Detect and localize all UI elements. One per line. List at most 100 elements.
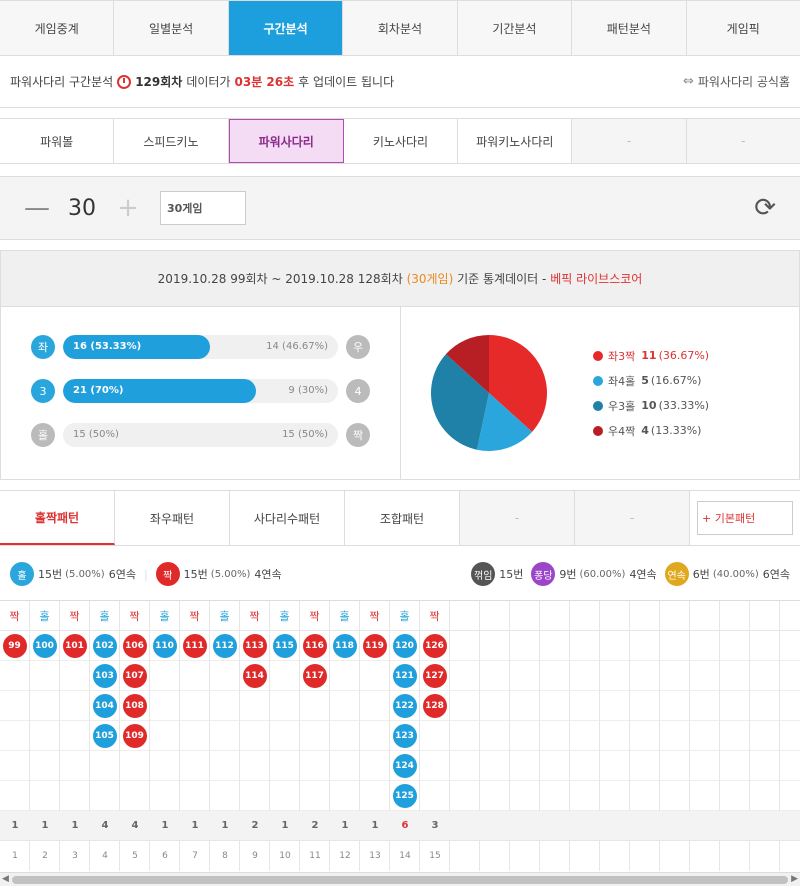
game-tab-5[interactable]: 파워키노사다리: [458, 119, 573, 163]
column-index: 4: [102, 851, 108, 861]
round-ball: 107: [122, 663, 147, 688]
top-tab-3[interactable]: 구간분석: [228, 1, 344, 55]
round-ball: 106: [122, 633, 147, 658]
official-link[interactable]: ⇔ 파워사다리 공식홈: [683, 73, 790, 90]
pattern-cell: [240, 721, 269, 751]
column-head: 홀: [90, 601, 119, 631]
pattern-tab-2[interactable]: 좌우패턴: [115, 491, 230, 545]
game-tab-4[interactable]: 키노사다리: [344, 119, 459, 163]
column-count: 1: [150, 811, 180, 841]
pattern-cell: 112: [210, 631, 239, 661]
pattern-tabs: 홀짝패턴 좌우패턴 사다리수패턴 조합패턴 - - + 기본패턴: [0, 490, 800, 546]
pattern-cell: [750, 661, 779, 691]
column-index: [570, 841, 600, 871]
column-count: 3: [420, 811, 450, 841]
pattern-column: 짝 116 117 2 11: [300, 601, 330, 871]
pattern-cell: 106: [120, 631, 149, 661]
pattern-cell: [300, 691, 329, 721]
pattern-cell: [540, 661, 569, 691]
pattern-tab-3[interactable]: 사다리수패턴: [230, 491, 345, 545]
pattern-cell: 103: [90, 661, 119, 691]
pattern-cell: [30, 661, 59, 691]
right-value: 14 (46.67%): [266, 341, 328, 352]
top-tab-5[interactable]: 기간분석: [458, 1, 573, 55]
legend-dot: [593, 350, 603, 361]
column-count: [570, 811, 600, 841]
column-head: 홀: [270, 601, 299, 631]
pattern-tab-6[interactable]: -: [575, 491, 690, 545]
game-tab-3[interactable]: 파워사다리: [228, 119, 344, 163]
game-tab-2[interactable]: 스피드키노: [114, 119, 229, 163]
legend-label: 좌3짝: [608, 349, 636, 363]
scroll-left-icon[interactable]: ◀: [2, 874, 9, 884]
game-tab-6[interactable]: -: [572, 119, 687, 163]
info-mid: 데이터가: [186, 75, 231, 89]
pattern-tab-5[interactable]: -: [460, 491, 575, 545]
game-tab-7[interactable]: -: [686, 119, 800, 163]
column-head: [510, 601, 539, 631]
pattern-cell: [570, 631, 599, 661]
refresh-icon[interactable]: ⟳: [754, 193, 776, 223]
pattern-cell: [270, 721, 299, 751]
round-ball: 103: [92, 663, 117, 688]
pattern-cell: 100: [30, 631, 59, 661]
pattern-column: 홀 100 1 2: [30, 601, 60, 871]
count-bar: — 30 + 30게임 ⟳: [0, 176, 800, 240]
pattern-cell: [0, 691, 29, 721]
column-count: [510, 811, 540, 841]
top-tab-7[interactable]: 게임픽: [726, 21, 760, 36]
pattern-tab-4[interactable]: 조합패턴: [345, 491, 460, 545]
round-ball: 116: [302, 633, 327, 658]
top-tab-1[interactable]: 게임중계: [0, 1, 115, 55]
pattern-cell: [570, 721, 599, 751]
pattern-cell: [480, 781, 509, 811]
pattern-column: 짝 126 127 128 3 15: [420, 601, 450, 871]
even-count: 15번: [183, 568, 208, 581]
pattern-column: 홀 118 1 12: [330, 601, 360, 871]
pattern-cell: [450, 781, 479, 811]
decrease-button[interactable]: —: [24, 193, 50, 223]
increase-button[interactable]: +: [117, 193, 139, 223]
column-head: [750, 601, 779, 631]
pattern-cell: [90, 781, 119, 811]
column-count: 2: [240, 811, 270, 841]
stats-range: 2019.10.28 99회차 ~ 2019.10.28 128회차: [157, 272, 403, 286]
pattern-cell: 121: [390, 661, 419, 691]
pattern-cell: [510, 781, 539, 811]
pattern-cell: [60, 751, 89, 781]
legend-count: 10: [641, 399, 657, 412]
top-tab-6[interactable]: 패턴분석: [572, 1, 687, 55]
pattern-cell: 126: [420, 631, 449, 661]
top-tab-4[interactable]: 회차분석: [343, 1, 458, 55]
pattern-cell: 117: [300, 661, 329, 691]
column-index: [630, 841, 660, 871]
horizontal-scrollbar[interactable]: ◀ ▶: [0, 872, 800, 886]
ratio-bars: 좌 16 (53.33%) 14 (46.67%) 우 3 21 (70%) 9 (30%)…: [1, 307, 401, 479]
pattern-cell: [690, 661, 719, 691]
column-index: 13: [369, 851, 381, 861]
game-count-select[interactable]: 30게임: [160, 191, 246, 225]
pattern-cell: [540, 691, 569, 721]
round-ball: 100: [32, 633, 57, 658]
scroll-right-icon[interactable]: ▶: [791, 874, 798, 884]
pattern-tab-1[interactable]: 홀짝패턴: [0, 491, 115, 545]
top-tab-2[interactable]: 일별분석: [114, 1, 229, 55]
pattern-cell: [210, 661, 239, 691]
pattern-cell: [570, 751, 599, 781]
yeon-streak: 6연속: [762, 568, 790, 581]
pattern-cell: [690, 691, 719, 721]
basic-pattern-button[interactable]: + 기본패턴: [697, 501, 793, 535]
pong-badge: 퐁당: [531, 562, 556, 586]
pattern-cell: [270, 691, 299, 721]
round-ball: 125: [392, 783, 417, 808]
scroll-thumb[interactable]: [12, 876, 788, 884]
divider: |: [143, 567, 148, 581]
pattern-cell: [450, 691, 479, 721]
pattern-cell: [420, 751, 449, 781]
pattern-cell: [570, 781, 599, 811]
pong-streak: 4연속: [629, 568, 657, 581]
pattern-cell: [180, 661, 209, 691]
pattern-cell: 120: [390, 631, 419, 661]
column-index: 5: [132, 851, 138, 861]
game-tab-1[interactable]: 파워볼: [0, 119, 115, 163]
